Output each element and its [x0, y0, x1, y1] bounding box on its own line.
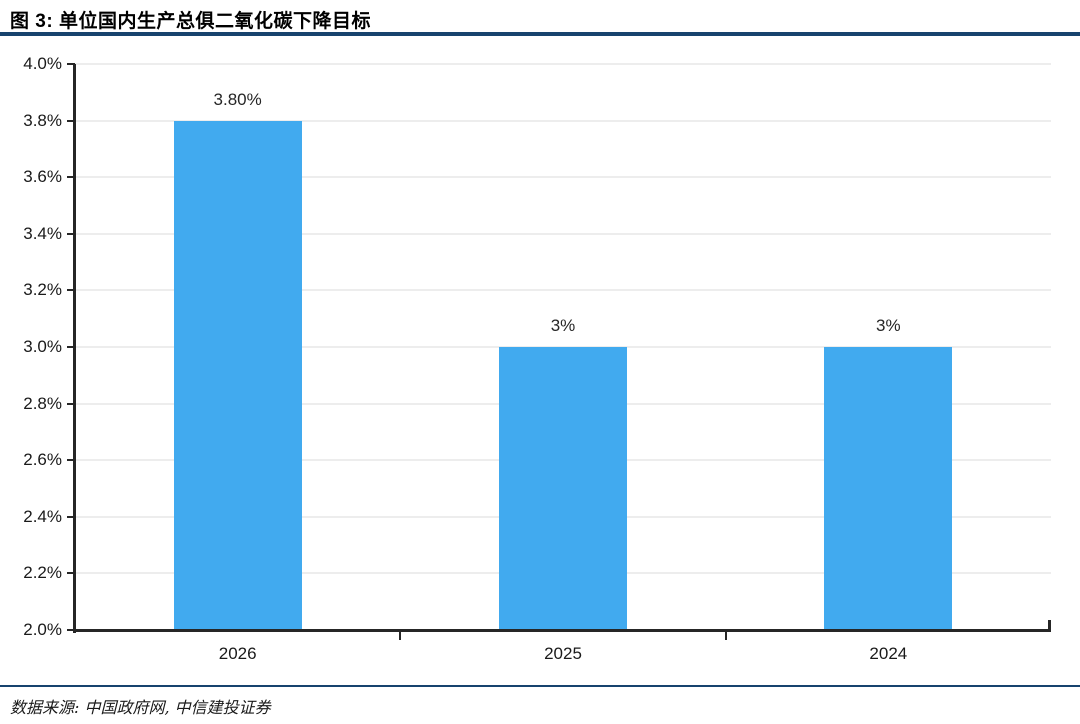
y-axis-tick [67, 402, 75, 405]
y-axis-tick [67, 459, 75, 462]
bar-value-label: 3.80% [213, 89, 262, 109]
y-tick-label: 3.2% [23, 280, 62, 300]
bar [173, 120, 302, 629]
figure-title: 图 3: 单位国内生产总俱二氧化碳下降目标 [10, 11, 371, 32]
bar-value-label: 3% [876, 316, 901, 335]
y-tick-label: 3.4% [23, 223, 62, 243]
y-tick-label: 2.6% [23, 450, 62, 470]
x-axis [73, 629, 1051, 632]
gridline [75, 176, 1051, 179]
x-axis-end-tick [1048, 620, 1051, 630]
y-axis-tick [67, 629, 75, 631]
bar [499, 347, 627, 629]
y-axis-tick [67, 572, 75, 575]
x-axis-tick [724, 632, 727, 640]
y-axis [73, 64, 76, 633]
y-axis-tick [67, 176, 75, 179]
y-tick-label: 4.0% [23, 54, 62, 73]
x-tick-label: 2025 [544, 644, 582, 663]
y-tick-label: 2.0% [23, 620, 62, 639]
y-axis-tick [67, 63, 75, 65]
x-axis-tick [399, 632, 402, 640]
y-tick-label: 3.0% [23, 337, 62, 356]
gridline [75, 232, 1051, 235]
y-axis-tick [67, 515, 75, 518]
source-divider [0, 685, 1080, 687]
gridline [75, 119, 1051, 122]
y-axis-tick [67, 119, 75, 122]
y-tick-label: 3.8% [23, 110, 62, 130]
bar-value-label: 3% [550, 316, 576, 335]
title-divider [0, 32, 1080, 36]
x-tick-label: 2026 [218, 644, 257, 663]
y-tick-label: 2.4% [23, 506, 62, 526]
y-axis-tick [67, 289, 75, 292]
y-axis-tick [67, 232, 75, 235]
y-tick-label: 3.6% [23, 167, 62, 187]
y-tick-label: 2.2% [23, 563, 62, 583]
bar [824, 347, 953, 629]
y-tick-label: 2.8% [23, 393, 62, 413]
gridline [75, 289, 1051, 292]
gridline [75, 63, 1051, 65]
x-tick-label: 2024 [869, 644, 908, 663]
data-source: 数据来源: 中国政府网, 中信建投证券 [10, 698, 271, 717]
y-axis-tick [67, 346, 75, 348]
